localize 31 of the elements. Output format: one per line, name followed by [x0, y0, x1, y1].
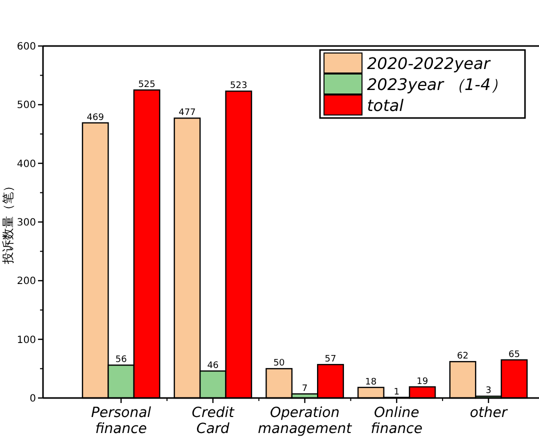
data-label: 1	[394, 387, 400, 398]
data-label: 523	[230, 81, 248, 92]
data-label: 50	[273, 358, 286, 369]
legend-label: total	[367, 96, 404, 115]
y-tick-label: 0	[30, 394, 36, 404]
data-label: 65	[508, 350, 520, 360]
y-tick-label: 600	[16, 42, 36, 52]
data-label: 18	[365, 377, 377, 388]
x-tick-label: Online finance	[370, 405, 422, 437]
y-tick-label: 100	[16, 334, 36, 346]
legend-label: 2020-2022year	[367, 54, 492, 73]
x-tick-label: Credit Card	[192, 405, 235, 437]
data-label: 19	[416, 376, 428, 387]
x-tick-label: Personal finance	[91, 405, 152, 437]
y-tick-label: 300	[16, 218, 36, 228]
data-label: 469	[86, 112, 104, 123]
x-tick-label: other	[470, 405, 508, 421]
y-tick-label: 400	[16, 158, 36, 170]
data-label: 56	[115, 355, 128, 366]
y-tick-label: 200	[16, 276, 36, 288]
data-label: 46	[207, 361, 219, 372]
y-tick-label: 500	[16, 100, 36, 112]
data-label: 525	[138, 80, 156, 90]
data-label: 3	[486, 386, 492, 396]
data-label: 57	[324, 354, 336, 365]
y-axis-title: 投诉数量（笔）	[1, 180, 15, 265]
legend-label: 2023year （1-4）	[367, 75, 507, 94]
data-label: 7	[302, 384, 308, 394]
data-label: 477	[178, 108, 196, 118]
data-label: 62	[457, 352, 468, 362]
x-tick-label: Operation management	[258, 405, 352, 437]
